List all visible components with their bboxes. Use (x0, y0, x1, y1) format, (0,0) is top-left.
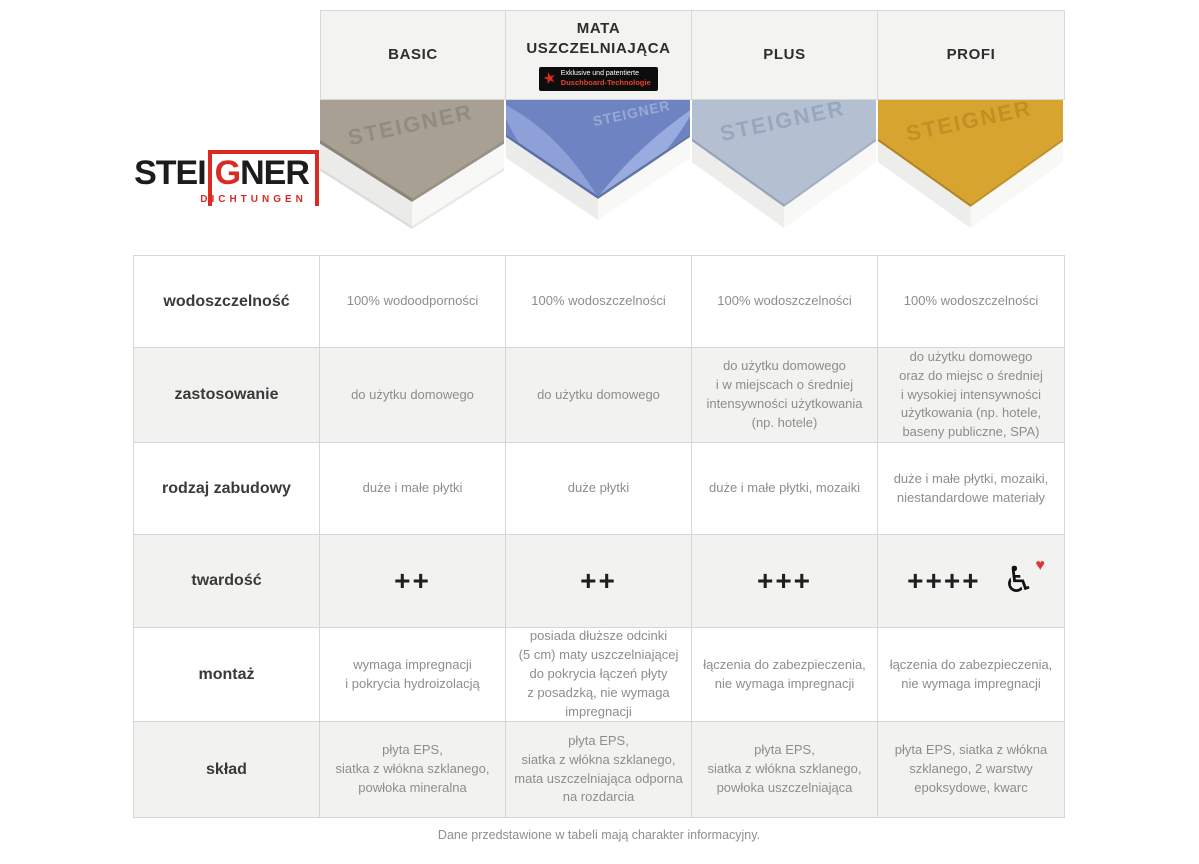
plus-board-image: STEIGNER (692, 100, 876, 228)
cell-sklad-mata: płyta EPS, siatka z włókna szklanego, ma… (506, 722, 692, 818)
cell-montaz-profi: łączenia do zabezpieczenia, nie wymaga i… (878, 628, 1065, 722)
logo-text-stei: STEI (134, 154, 207, 192)
column-header-label: PLUS (763, 45, 806, 63)
cell-twardosc-mata: ++ (506, 535, 692, 628)
header-spacer (133, 10, 320, 100)
column-header-mata: MATA USZCZELNIAJĄCA ★ Exklusive und pate… (506, 10, 692, 100)
hardness-value: ++++ (907, 565, 981, 596)
cell-zastosowanie-mata: do użytku domowego (506, 348, 692, 443)
product-image-basic: STEIGNER (320, 100, 506, 255)
cell-rodzaj-mata: duże płytki (506, 443, 692, 535)
sealing-mat-image: STEIGNER (506, 100, 690, 220)
row-label-twardosc: twardość (133, 535, 320, 628)
column-header-label: PROFI (946, 45, 996, 63)
badge-line1: Exklusive und patentierte (560, 69, 639, 77)
cell-rodzaj-profi: duże i małe płytki, mozaiki, niestandard… (878, 443, 1065, 535)
star-icon: ★ (541, 68, 559, 89)
logo-wordmark: STEI G NER (134, 150, 319, 206)
cell-rodzaj-plus: duże i małe płytki, mozaiki (692, 443, 878, 535)
column-header-profi: PROFI (878, 10, 1065, 100)
cell-sklad-plus: płyta EPS, siatka z włókna szklanego, po… (692, 722, 878, 818)
cell-wodoszczelnosc-mata: 100% wodoszczelności (506, 255, 692, 348)
column-header-label: BASIC (388, 45, 438, 63)
cell-wodoszczelnosc-plus: 100% wodoszczelności (692, 255, 878, 348)
basic-board-image: STEIGNER (320, 100, 504, 229)
badge-text: Exklusive und patentierte Duschboard-Tec… (561, 70, 651, 88)
column-header-label: MATA USZCZELNIAJĄCA (526, 20, 671, 58)
product-image-mata: STEIGNER (506, 100, 692, 255)
cell-sklad-basic: płyta EPS, siatka z włókna szklanego, po… (320, 722, 506, 818)
cell-zastosowanie-profi: do użytku domowego oraz do miejsc o śred… (878, 348, 1065, 443)
footer-disclaimer: Dane przedstawione w tabeli mają charakt… (437, 828, 761, 842)
cell-twardosc-plus: +++ (692, 535, 878, 628)
wheelchair-icon: ♿ (1002, 560, 1035, 601)
cell-wodoszczelnosc-profi: 100% wodoszczelności (878, 255, 1065, 348)
cell-montaz-plus: łączenia do zabezpieczenia, nie wymaga i… (692, 628, 878, 722)
steigner-logo: STEI G NER DICHTUNGEN (133, 100, 320, 255)
cell-montaz-basic: wymaga impregnacji i pokrycia hydroizola… (320, 628, 506, 722)
logo: STEI G NER DICHTUNGEN (134, 150, 319, 206)
logo-text-g: G (214, 154, 241, 192)
column-header-plus: PLUS (692, 10, 878, 100)
logo-subtitle: DICHTUNGEN (200, 194, 307, 205)
logo-red-frame: G NER (207, 150, 319, 206)
badge-line2: Duschboard-Technologie (560, 78, 651, 88)
cell-montaz-mata: posiada dłuższe odcinki (5 cm) maty uszc… (506, 628, 692, 722)
cell-sklad-profi: płyta EPS, siatka z włókna szklanego, 2 … (878, 722, 1065, 818)
row-label-wodoszczelnosc: wodoszczelność (133, 255, 320, 348)
heart-icon: ♥ (1035, 557, 1045, 574)
wheelchair-accessible-icon: ♿ ♥ (1002, 557, 1045, 601)
product-image-plus: STEIGNER (692, 100, 878, 255)
profi-board-image: STEIGNER (878, 100, 1063, 228)
row-label-zastosowanie: zastosowanie (133, 348, 320, 443)
row-label-sklad: skład (133, 722, 320, 818)
logo-text-ner: NER (240, 154, 310, 192)
cell-wodoszczelnosc-basic: 100% wodoodporności (320, 255, 506, 348)
row-label-montaz: montaż (133, 628, 320, 722)
comparison-table: BASIC MATA USZCZELNIAJĄCA ★ Exklusive un… (133, 10, 1065, 818)
duschboard-technology-badge: ★ Exklusive und patentierte Duschboard-T… (539, 66, 658, 91)
product-image-profi: STEIGNER (878, 100, 1065, 255)
cell-zastosowanie-basic: do użytku domowego (320, 348, 506, 443)
cell-twardosc-profi: ++++ ♿ ♥ (878, 535, 1065, 628)
row-label-rodzaj-zabudowy: rodzaj zabudowy (133, 443, 320, 535)
column-header-basic: BASIC (320, 10, 506, 100)
cell-twardosc-basic: ++ (320, 535, 506, 628)
cell-rodzaj-basic: duże i małe płytki (320, 443, 506, 535)
cell-zastosowanie-plus: do użytku domowego i w miejscach o średn… (692, 348, 878, 443)
